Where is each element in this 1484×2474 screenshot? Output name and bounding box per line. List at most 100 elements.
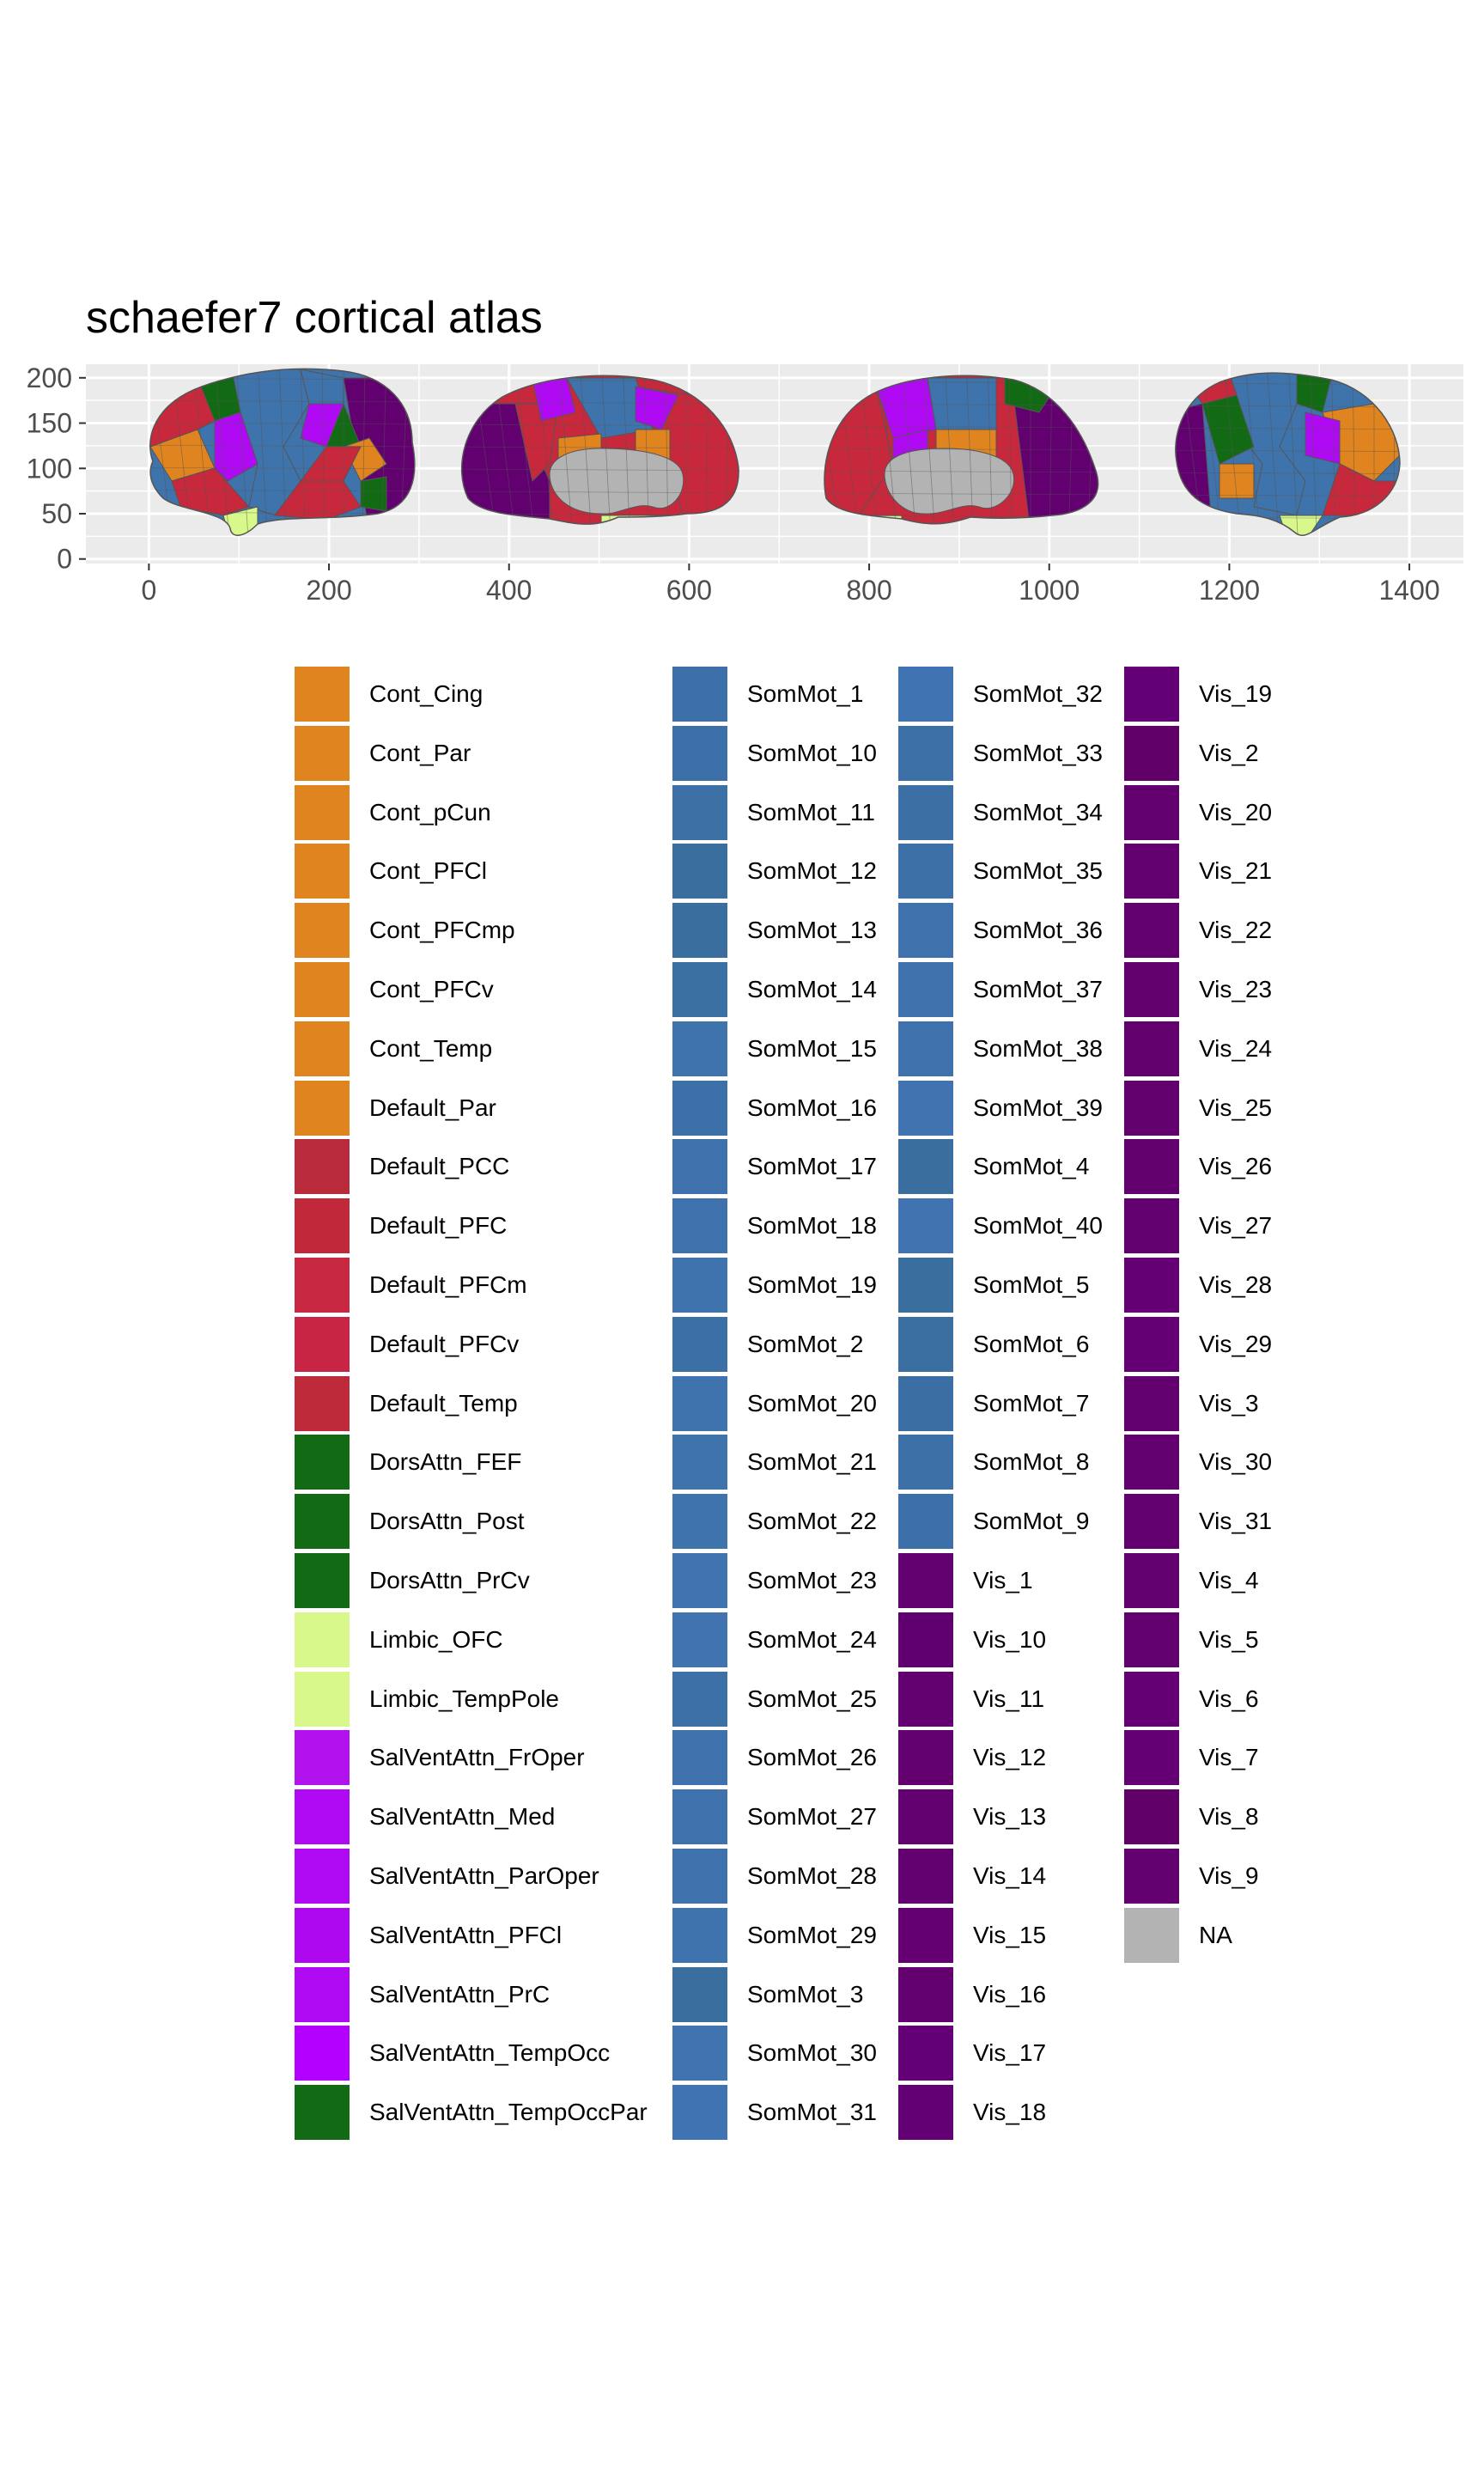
- axes: 0 200 400 600 800 1000 1200 1400 0 50 100 150 200: [27, 363, 1440, 606]
- parcel-border: [1175, 377, 1400, 386]
- legend-label: SalVentAttn_ParOper: [369, 1862, 599, 1889]
- legend-label: NA: [1199, 1921, 1232, 1948]
- legend-label: SomMot_24: [747, 1625, 877, 1653]
- legend-label: Vis_8: [1199, 1803, 1259, 1831]
- legend-label: Vis_2: [1199, 739, 1259, 766]
- legend-label: Vis_5: [1199, 1625, 1259, 1653]
- legend-label: Vis_21: [1199, 857, 1273, 885]
- y-tick-label: 50: [41, 498, 72, 529]
- parcel-border: [944, 375, 956, 524]
- legend-label: SomMot_10: [747, 739, 877, 766]
- parcel-default: [171, 467, 250, 516]
- legend-label: SomMot_19: [747, 1271, 877, 1298]
- parcel-border: [579, 375, 593, 525]
- legend-key: [295, 1198, 350, 1254]
- x-tick-label: 600: [666, 575, 712, 606]
- legend-label: SalVentAttn_TempOcc: [369, 2039, 611, 2067]
- legend-key: [672, 1258, 727, 1313]
- parcel-border: [1175, 399, 1400, 408]
- legend-label: SomMot_9: [973, 1508, 1090, 1535]
- x-tick-label: 1000: [1019, 575, 1080, 606]
- legend-label: Vis_30: [1199, 1448, 1273, 1476]
- legend-label: Vis_27: [1199, 1212, 1273, 1240]
- parcel-border: [149, 422, 415, 430]
- legend-key: [898, 1730, 953, 1786]
- legend-label: Default_Par: [369, 1094, 496, 1121]
- legend-key: [672, 1966, 727, 2022]
- legend-label: Limbic_TempPole: [369, 1685, 559, 1712]
- legend-label: SomMot_7: [973, 1389, 1090, 1417]
- legend-label: Vis_1: [973, 1567, 1033, 1593]
- legend-key: [1124, 784, 1179, 840]
- x-tick-label: 0: [141, 575, 156, 606]
- parcel-border: [1287, 373, 1299, 536]
- legend-label: Vis_19: [1199, 680, 1273, 707]
- legend-key: [295, 1021, 350, 1076]
- parcel-border: [214, 369, 231, 536]
- legend-key: [898, 1375, 953, 1431]
- legend-key: [1124, 1612, 1179, 1667]
- legend-label: SomMot_27: [747, 1803, 877, 1831]
- legend-key: [295, 1139, 350, 1195]
- parcel-border: [149, 511, 415, 520]
- legend-key: [1124, 1671, 1179, 1727]
- legend-label: SomMot_21: [747, 1448, 877, 1476]
- legend-key: [1124, 962, 1179, 1017]
- legend-label: Vis_31: [1199, 1508, 1273, 1535]
- parcel-border: [149, 399, 415, 408]
- legend-key: [295, 1435, 350, 1490]
- legend-label: Vis_15: [973, 1921, 1047, 1948]
- legend-label: SomMot_37: [973, 976, 1103, 1002]
- legend-label: SalVentAttn_FrOper: [369, 1744, 585, 1771]
- legend-label: Vis_17: [973, 2039, 1047, 2067]
- x-tick-label: 400: [486, 575, 532, 606]
- legend-label: SomMot_22: [747, 1508, 877, 1535]
- brain-outline: [149, 368, 416, 536]
- x-tick-label: 1200: [1199, 575, 1260, 606]
- y-tick-label: 200: [27, 363, 72, 393]
- legend-label: SomMot_18: [747, 1212, 877, 1240]
- legend-key: [898, 1671, 953, 1727]
- parcel-salventattn: [214, 411, 258, 482]
- legend-key: [898, 903, 953, 959]
- legend-label: Vis_16: [973, 1980, 1047, 2008]
- parcel-border: [149, 466, 415, 475]
- legend-key: [295, 903, 350, 959]
- legend-label: SomMot_29: [747, 1921, 877, 1948]
- legend-key: [1124, 903, 1179, 959]
- legend-key: [295, 2085, 350, 2141]
- legend-key: [295, 784, 350, 840]
- legend-label: SomMot_12: [747, 857, 877, 885]
- legend-label: SomMot_4: [973, 1153, 1090, 1180]
- legend-label: Limbic_OFC: [369, 1625, 503, 1653]
- legend-label: Cont_PFCl: [369, 857, 487, 885]
- parcel-border: [1175, 489, 1400, 497]
- legend-label: SomMot_38: [973, 1034, 1103, 1062]
- legend-label: SomMot_16: [747, 1094, 877, 1121]
- legend-key: [898, 1553, 953, 1608]
- legend-key: [295, 1258, 350, 1313]
- parcel-border: [1175, 466, 1400, 475]
- legend-key: [898, 1080, 953, 1136]
- parcel-border: [557, 375, 575, 525]
- medial-wall: [884, 448, 1015, 515]
- legend-key: [898, 1789, 953, 1845]
- legend-key: [1124, 1789, 1179, 1845]
- legend-key: [672, 1435, 727, 1490]
- legend-label: SomMot_20: [747, 1389, 877, 1417]
- legend-label: SomMot_3: [747, 1980, 864, 2008]
- legend-label: Default_Temp: [369, 1389, 518, 1417]
- parcel-border: [536, 375, 556, 525]
- brain-view-2: [461, 375, 739, 525]
- legend-label: Cont_Cing: [369, 680, 484, 707]
- brain-outline: [824, 375, 1099, 525]
- legend-label: DorsAttn_FEF: [369, 1448, 522, 1476]
- legend-key: [295, 1375, 350, 1431]
- legend-key: [295, 1966, 350, 2022]
- legend-key: [295, 1494, 350, 1550]
- legend-label: SomMot_11: [747, 798, 875, 826]
- legend-key: [672, 1730, 727, 1786]
- medial-wall: [549, 448, 684, 515]
- legend-key: [1124, 1021, 1179, 1076]
